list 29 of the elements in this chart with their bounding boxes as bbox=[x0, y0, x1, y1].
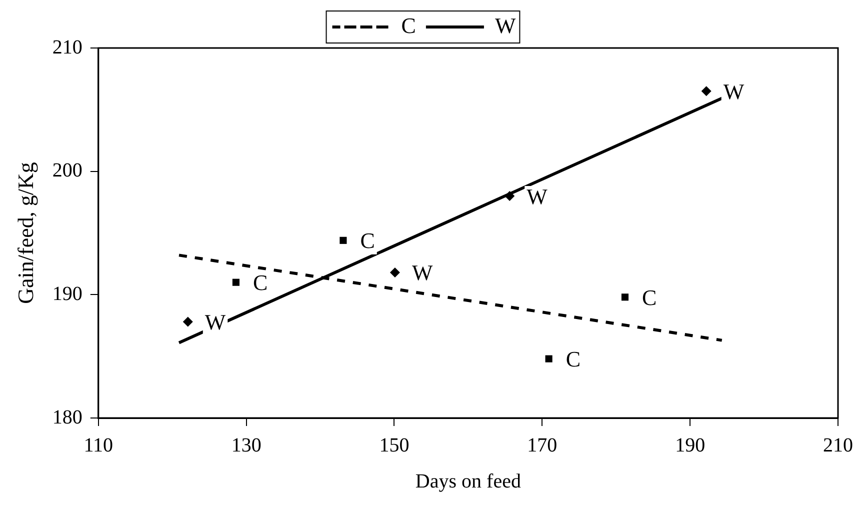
annotation: C bbox=[642, 284, 657, 310]
x-tick-label: 130 bbox=[231, 434, 262, 456]
annotation: W bbox=[723, 78, 744, 104]
point bbox=[232, 278, 240, 286]
point bbox=[701, 86, 712, 96]
annotation: W bbox=[526, 184, 548, 209]
x-tick-label: 150 bbox=[379, 434, 410, 456]
y-axis-title: Gain/feed, g/Kg bbox=[12, 162, 38, 304]
point bbox=[545, 355, 552, 362]
legend-label: C bbox=[401, 12, 416, 38]
annotation: C bbox=[360, 228, 375, 254]
y-tick-label: 180 bbox=[52, 406, 82, 428]
y-tick-label: 190 bbox=[52, 282, 82, 305]
y-tick-label: 200 bbox=[52, 160, 82, 182]
point bbox=[182, 316, 193, 327]
point bbox=[390, 267, 400, 278]
annotation: W bbox=[412, 260, 433, 286]
point bbox=[340, 236, 347, 244]
point bbox=[621, 294, 629, 301]
x-tick-label: 190 bbox=[675, 434, 706, 456]
annotation: C bbox=[566, 346, 581, 372]
legend-label: W bbox=[494, 12, 516, 38]
x-axis-title: Days on feed bbox=[415, 470, 521, 492]
annotation: C bbox=[252, 270, 268, 296]
x-tick-label: 170 bbox=[527, 434, 558, 456]
x-tick-label: 210 bbox=[823, 434, 853, 456]
y-tick-label: 210 bbox=[52, 36, 82, 58]
annotation: W bbox=[204, 310, 226, 335]
x-tick-label: 110 bbox=[84, 434, 114, 456]
